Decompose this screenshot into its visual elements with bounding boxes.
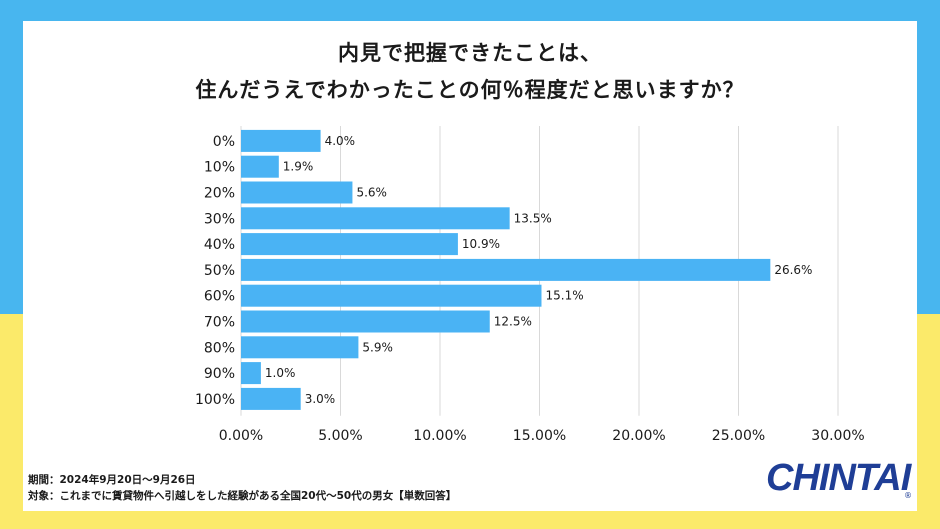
data-label: 12.5% <box>494 315 532 329</box>
x-tick-label: 10.00% <box>413 428 466 444</box>
data-label: 13.5% <box>514 211 552 225</box>
bar <box>241 258 771 281</box>
x-tick-label: 30.00% <box>811 428 864 444</box>
survey-period: 期間：2024年9月20日〜9月26日 <box>28 474 196 486</box>
y-category-label: 40% <box>204 237 235 253</box>
x-tick-label: 15.00% <box>513 428 566 444</box>
data-label: 5.6% <box>356 186 387 200</box>
data-label: 10.9% <box>462 237 500 251</box>
x-tick-label: 0.00% <box>219 428 263 444</box>
data-label: 1.0% <box>265 366 296 380</box>
y-category-label: 90% <box>204 366 235 382</box>
data-label: 15.1% <box>545 289 583 303</box>
y-category-label: 100% <box>195 392 235 408</box>
data-label: 4.0% <box>325 134 356 148</box>
bar <box>241 284 542 307</box>
survey-target: 対象：これまでに賃貸物件へ引越しをした経験がある全国20代〜50代の男女【単数回… <box>28 490 457 502</box>
x-tick-label: 20.00% <box>612 428 665 444</box>
bar <box>241 233 458 256</box>
bar <box>241 336 359 359</box>
bar <box>241 362 261 385</box>
y-category-label: 60% <box>204 289 235 305</box>
chart-title-line1: 内見で把握できたことは、 <box>338 41 602 65</box>
y-category-label: 50% <box>204 263 235 279</box>
x-tick-label: 25.00% <box>712 428 765 444</box>
bar <box>241 310 490 333</box>
data-label: 26.6% <box>774 263 812 277</box>
x-tick-label: 5.00% <box>318 428 362 444</box>
bar <box>241 207 510 230</box>
chintai-logo: CHINTAI <box>766 457 911 499</box>
chart-title-line2: 住んだうえでわかったことの何％程度だと思いますか？ <box>195 78 745 102</box>
chart-card: 内見で把握できたことは、 住んだうえでわかったことの何％程度だと思いますか？ 0… <box>23 21 917 511</box>
bar <box>241 387 301 410</box>
bar <box>241 129 321 152</box>
y-category-label: 0% <box>213 134 235 150</box>
y-category-label: 20% <box>204 186 235 202</box>
y-category-label: 10% <box>204 160 235 176</box>
bar-chart: 0.00% 5.00% 10.00% 15.00% 20.00% 25.00% 30.00%… <box>195 126 865 444</box>
data-label: 5.9% <box>362 340 393 354</box>
data-label: 3.0% <box>305 392 336 406</box>
bar <box>241 181 353 204</box>
registered-mark: ® <box>904 491 912 500</box>
data-label: 1.9% <box>283 160 314 174</box>
y-category-label: 70% <box>204 315 235 331</box>
bar <box>241 155 279 178</box>
y-category-label: 30% <box>204 211 235 227</box>
y-category-label: 80% <box>204 340 235 356</box>
